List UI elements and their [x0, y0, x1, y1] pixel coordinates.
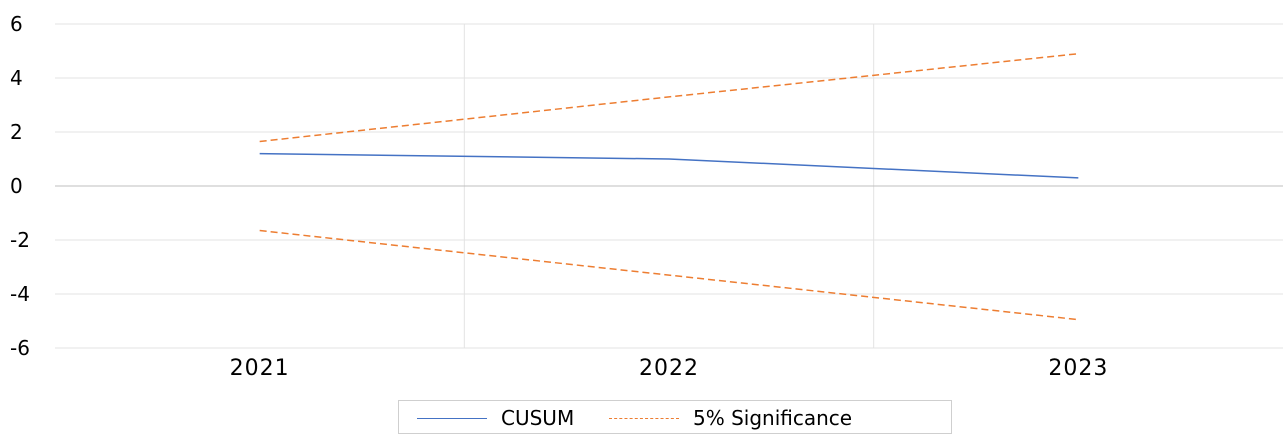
x-tick-label: 2022 — [639, 356, 699, 381]
y-tick-label: -6 — [10, 336, 30, 360]
y-tick-label: -4 — [10, 282, 30, 306]
legend-swatch-cusum — [417, 417, 487, 419]
series-line-5-significance — [259, 52, 1079, 143]
legend-swatch-significance — [609, 417, 679, 419]
x-tick-label: 2021 — [230, 356, 290, 381]
series-line-significance-lower — [259, 229, 1079, 321]
legend-item-cusum: CUSUM — [417, 406, 574, 430]
plot-area: -6 -4 -2 0 2 4 6 2021 2022 2023 — [10, 12, 1283, 381]
legend-label-cusum: CUSUM — [501, 406, 575, 430]
y-tick-label: 4 — [10, 66, 23, 90]
legend: CUSUM 5% Significance — [398, 400, 952, 434]
y-tick-label: -2 — [10, 228, 30, 252]
legend-label-significance: 5% Significance — [693, 406, 853, 430]
x-tick-label: 2023 — [1048, 356, 1108, 381]
y-tick-label: 6 — [10, 12, 23, 36]
legend-item-significance: 5% Significance — [609, 406, 852, 430]
y-tick-label: 2 — [10, 120, 23, 144]
y-tick-label: 0 — [10, 174, 23, 198]
series-line-cusum — [259, 152, 1079, 179]
